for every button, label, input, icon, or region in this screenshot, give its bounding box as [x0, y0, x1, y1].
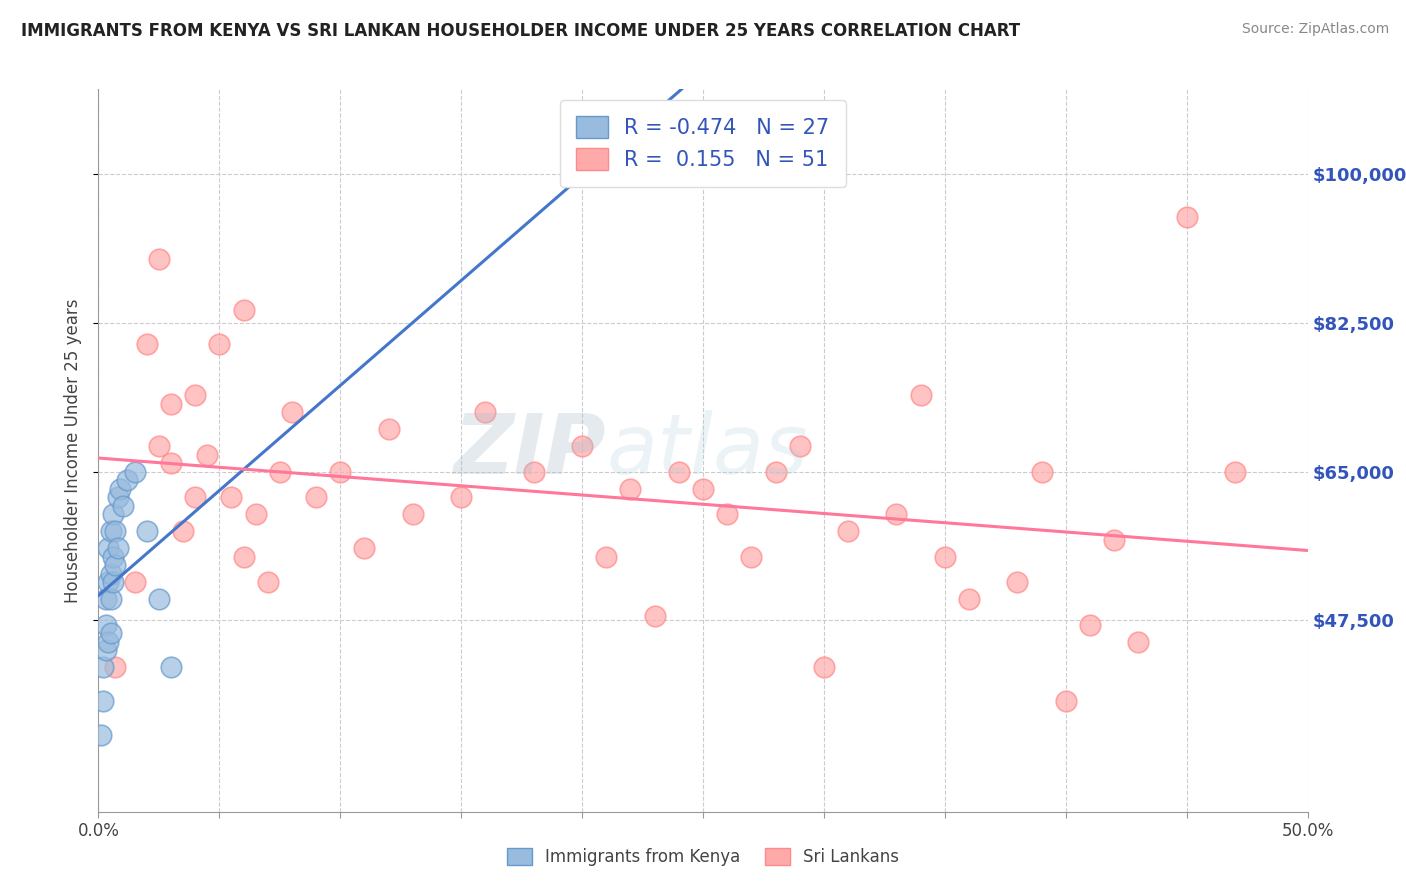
Point — [184, 388, 207, 402]
Point — [716, 507, 738, 521]
Point — [94, 617, 117, 632]
Point — [90, 728, 112, 742]
Point — [1054, 694, 1077, 708]
Point — [94, 592, 117, 607]
Point — [1223, 465, 1246, 479]
Point — [195, 448, 218, 462]
Point — [124, 465, 146, 479]
Text: ZIP: ZIP — [454, 410, 606, 491]
Point — [104, 660, 127, 674]
Text: atlas: atlas — [606, 410, 808, 491]
Point — [221, 490, 243, 504]
Point — [269, 465, 291, 479]
Point — [450, 490, 472, 504]
Point — [107, 490, 129, 504]
Point — [100, 592, 122, 607]
Point — [353, 541, 375, 556]
Point — [765, 465, 787, 479]
Legend: Immigrants from Kenya, Sri Lankans: Immigrants from Kenya, Sri Lankans — [498, 840, 908, 875]
Point — [160, 660, 183, 674]
Point — [104, 558, 127, 573]
Point — [117, 473, 139, 487]
Point — [329, 465, 352, 479]
Point — [305, 490, 328, 504]
Point — [957, 592, 980, 607]
Point — [148, 592, 170, 607]
Y-axis label: Householder Income Under 25 years: Householder Income Under 25 years — [65, 298, 83, 603]
Point — [813, 660, 835, 674]
Text: Source: ZipAtlas.com: Source: ZipAtlas.com — [1241, 22, 1389, 37]
Point — [789, 439, 811, 453]
Point — [101, 575, 124, 590]
Point — [1078, 617, 1101, 632]
Point — [135, 337, 157, 351]
Point — [1128, 634, 1150, 648]
Point — [104, 524, 127, 539]
Point — [692, 482, 714, 496]
Point — [101, 549, 124, 564]
Point — [108, 482, 131, 496]
Point — [1175, 210, 1198, 224]
Point — [668, 465, 690, 479]
Point — [837, 524, 859, 539]
Point — [910, 388, 932, 402]
Point — [100, 524, 122, 539]
Point — [97, 541, 120, 556]
Point — [740, 549, 762, 564]
Point — [184, 490, 207, 504]
Point — [100, 566, 122, 581]
Point — [148, 252, 170, 267]
Point — [1007, 575, 1029, 590]
Point — [148, 439, 170, 453]
Point — [91, 660, 114, 674]
Point — [256, 575, 278, 590]
Point — [97, 575, 120, 590]
Point — [160, 456, 183, 470]
Point — [619, 482, 641, 496]
Point — [172, 524, 194, 539]
Point — [245, 507, 267, 521]
Point — [232, 303, 254, 318]
Point — [101, 507, 124, 521]
Point — [474, 405, 496, 419]
Point — [571, 439, 593, 453]
Point — [1031, 465, 1053, 479]
Point — [934, 549, 956, 564]
Point — [1102, 533, 1125, 547]
Point — [377, 422, 399, 436]
Point — [94, 643, 117, 657]
Point — [91, 694, 114, 708]
Point — [111, 499, 134, 513]
Point — [402, 507, 425, 521]
Point — [232, 549, 254, 564]
Point — [523, 465, 546, 479]
Point — [208, 337, 231, 351]
Point — [644, 609, 666, 624]
Point — [886, 507, 908, 521]
Text: IMMIGRANTS FROM KENYA VS SRI LANKAN HOUSEHOLDER INCOME UNDER 25 YEARS CORRELATIO: IMMIGRANTS FROM KENYA VS SRI LANKAN HOUS… — [21, 22, 1021, 40]
Point — [107, 541, 129, 556]
Point — [100, 626, 122, 640]
Point — [135, 524, 157, 539]
Legend: R = -0.474   N = 27, R =  0.155   N = 51: R = -0.474 N = 27, R = 0.155 N = 51 — [560, 100, 846, 186]
Point — [595, 549, 617, 564]
Point — [160, 397, 183, 411]
Point — [97, 634, 120, 648]
Point — [124, 575, 146, 590]
Point — [281, 405, 304, 419]
